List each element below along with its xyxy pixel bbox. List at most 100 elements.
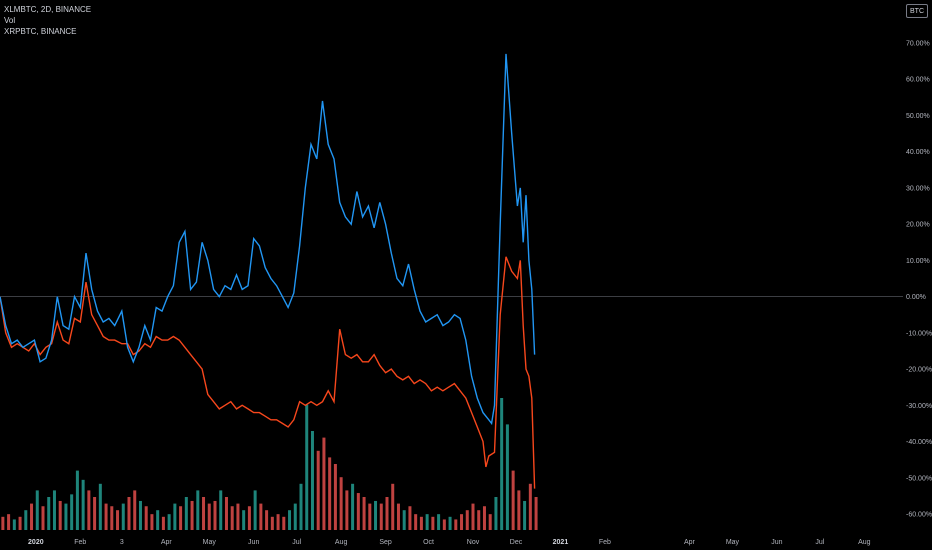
- legend-xlmbtc[interactable]: XLMBTC, 2D, BINANCE: [4, 5, 92, 14]
- volume-bar: [1, 516, 5, 530]
- y-tick-label: -40.00%: [906, 439, 932, 446]
- xrpbtc-line: [0, 256, 536, 489]
- x-tick-label: Apr: [161, 539, 173, 546]
- volume-bar: [431, 516, 435, 530]
- volume-bar: [184, 497, 188, 530]
- y-tick-label: -50.00%: [906, 475, 932, 482]
- x-tick-label: 2020: [28, 539, 44, 546]
- volume-bar: [396, 503, 400, 530]
- volume-bar: [523, 500, 527, 530]
- volume-bar: [196, 490, 200, 530]
- volume-bar: [305, 404, 309, 530]
- volume-bar: [70, 494, 74, 530]
- volume-bar: [41, 506, 45, 530]
- volume-bar: [408, 506, 412, 530]
- volume-bar: [156, 510, 160, 530]
- x-tick-label: Jun: [248, 539, 259, 546]
- volume-bar: [276, 514, 280, 530]
- volume-bar: [442, 519, 446, 530]
- volume-bar: [460, 514, 464, 530]
- volume-bar: [75, 470, 79, 530]
- volume-bar: [104, 503, 108, 530]
- volume-bar: [98, 483, 102, 530]
- volume-bar: [339, 477, 343, 530]
- x-tick-label: 3: [120, 539, 124, 546]
- volume-bar: [419, 516, 423, 530]
- volume-bar: [207, 503, 211, 530]
- volume-bar: [52, 490, 56, 530]
- volume-bar: [138, 500, 142, 530]
- volume-bar: [437, 514, 441, 530]
- x-tick-label: Jun: [771, 539, 782, 546]
- volume-bar: [219, 490, 223, 530]
- legend-volume[interactable]: Vol: [4, 16, 16, 25]
- y-tick-label: 30.00%: [906, 185, 930, 192]
- volume-bar: [333, 464, 337, 530]
- x-tick-label: Jul: [815, 539, 824, 546]
- volume-bar: [356, 493, 360, 530]
- volume-bar: [224, 497, 228, 530]
- volume-bar: [270, 516, 274, 530]
- volume-bar: [230, 506, 234, 530]
- x-tick-label: Feb: [599, 539, 611, 546]
- x-tick-label: Nov: [467, 539, 480, 546]
- x-tick-label: 2021: [553, 539, 569, 546]
- volume-bar: [448, 516, 452, 530]
- volume-bar: [374, 500, 378, 530]
- volume-bar: [465, 510, 469, 530]
- volume-bar: [12, 519, 16, 530]
- volume-bar: [213, 500, 217, 530]
- x-tick-label: Jul: [292, 539, 301, 546]
- volume-bar: [511, 470, 515, 530]
- volume-bar: [379, 503, 383, 530]
- y-tick-label: 40.00%: [906, 149, 930, 156]
- currency-badge[interactable]: BTC: [906, 4, 928, 18]
- volume-bar: [328, 457, 332, 530]
- volume-bar: [24, 510, 28, 530]
- volume-bar: [414, 514, 418, 530]
- x-tick-label: Dec: [510, 539, 523, 546]
- volume-bar: [167, 514, 171, 530]
- volume-bar: [293, 503, 297, 530]
- volume-bar: [35, 490, 39, 530]
- y-tick-label: -60.00%: [906, 512, 932, 519]
- volume-bar: [500, 398, 504, 530]
- volume-bar: [47, 497, 51, 530]
- y-tick-label: -20.00%: [906, 367, 932, 374]
- volume-bar: [58, 500, 62, 530]
- volume-bar: [534, 497, 538, 530]
- volume-bar: [133, 490, 137, 530]
- x-tick-label: May: [726, 539, 740, 546]
- x-tick-label: May: [203, 539, 217, 546]
- volume-bar: [471, 503, 475, 530]
- legend-xrpbtc[interactable]: XRPBTC, BINANCE: [4, 27, 77, 36]
- volume-bar: [494, 497, 498, 530]
- volume-bar: [179, 506, 183, 530]
- volume-bar: [110, 506, 114, 530]
- x-tick-label: Apr: [684, 539, 696, 546]
- volume-bar: [265, 510, 269, 530]
- volume-bar: [351, 483, 355, 530]
- volume-bar: [454, 519, 458, 530]
- x-tick-label: Feb: [74, 539, 86, 546]
- volume-bar: [247, 506, 251, 530]
- volume-bar: [253, 490, 257, 530]
- volume-bar: [173, 503, 177, 530]
- chart-legend: XLMBTC, 2D, BINANCE Vol XRPBTC, BINANCE: [4, 4, 91, 37]
- y-axis: 70.00% 60.00% 50.00% 40.00% 30.00% 20.00% 10.0…: [906, 41, 932, 519]
- volume-bar: [528, 483, 532, 530]
- x-tick-label: Oct: [423, 539, 434, 546]
- volume-bar: [259, 503, 263, 530]
- volume-bar: [477, 510, 481, 530]
- volume-bar: [202, 497, 206, 530]
- volume-bar: [116, 510, 120, 530]
- volume-bar: [127, 497, 131, 530]
- x-tick-label: Sep: [379, 539, 392, 546]
- volume-bar: [362, 497, 366, 530]
- volume-bar: [385, 497, 389, 530]
- volume-bar: [93, 497, 97, 530]
- volume-bar: [190, 500, 194, 530]
- volume-bar: [236, 503, 240, 530]
- y-tick-label: -30.00%: [906, 403, 932, 410]
